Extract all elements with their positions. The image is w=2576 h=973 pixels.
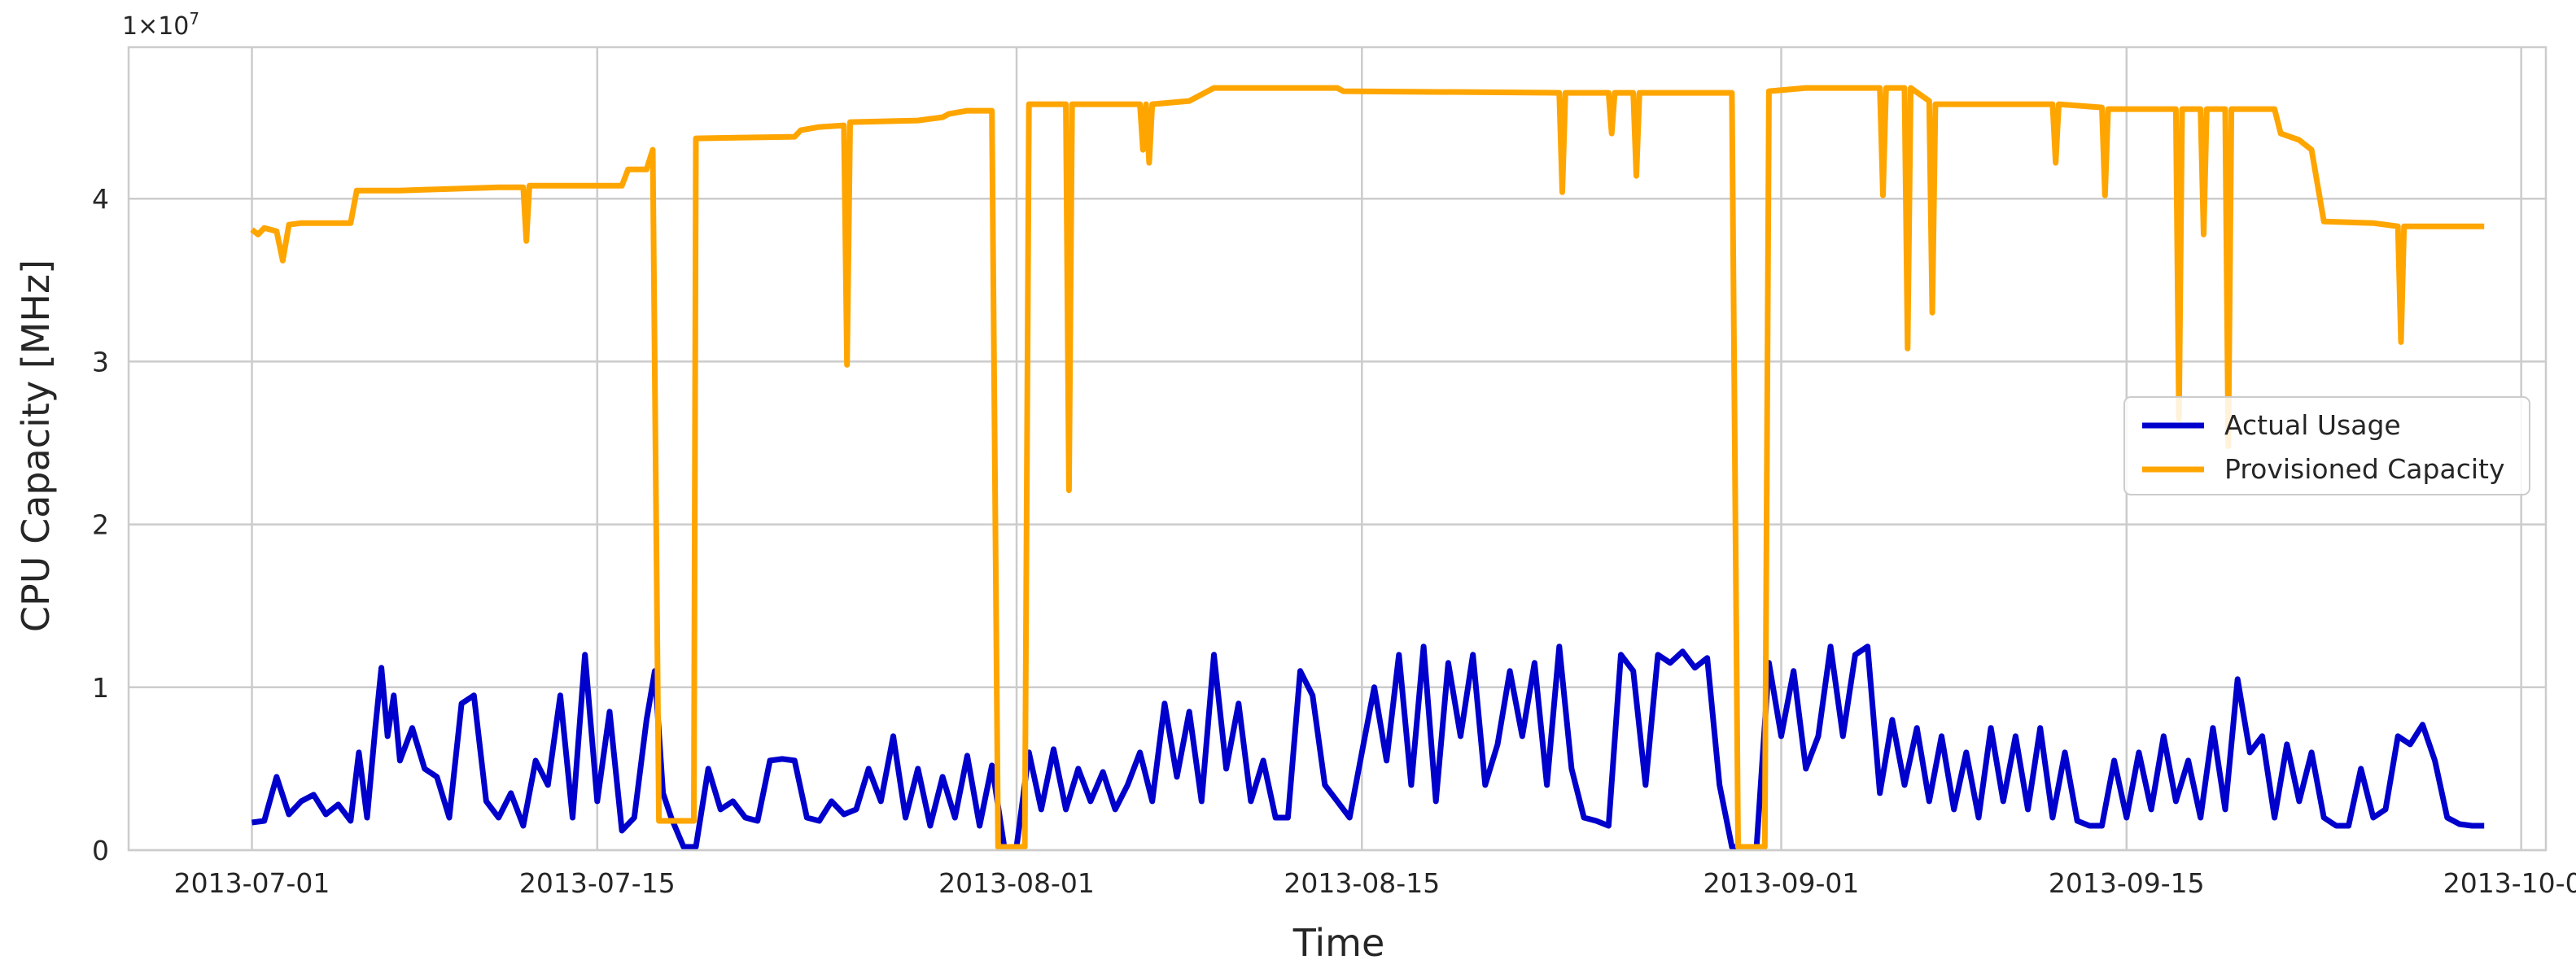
legend-box	[2123, 396, 2530, 495]
axes-frame	[127, 46, 2548, 852]
y-multiplier-label: 1×107	[122, 9, 199, 41]
legend-label-actual-usage: Actual Usage	[2224, 409, 2401, 441]
x-tick-label: 2013-10-01	[2443, 867, 2576, 899]
x-tick-label: 2013-09-01	[1703, 867, 1860, 899]
x-axis-title: Time	[1292, 921, 1385, 965]
plot-frame	[127, 46, 2548, 852]
x-tick-label: 2013-08-01	[938, 867, 1095, 899]
y-tick-label: 1	[92, 672, 109, 704]
x-tick-label: 2013-09-15	[2049, 867, 2205, 899]
series-lines	[250, 85, 2485, 850]
x-tick-label: 2013-07-15	[519, 867, 676, 899]
y-tick-label: 0	[92, 835, 109, 866]
x-tick-label: 2013-07-01	[174, 867, 330, 899]
x-tick-label: 2013-08-15	[1284, 867, 1440, 899]
tick-labels: 2013-07-01 2013-07-15 2013-08-01 2013-08-15…	[92, 183, 2576, 899]
legend-label-provisioned-capacity: Provisioned Capacity	[2224, 453, 2504, 485]
series-line-actual-usage	[251, 644, 2485, 850]
y-tick-label: 3	[92, 346, 109, 377]
legend: Actual Usage Provisioned Capacity	[2123, 396, 2530, 495]
series-line-provisioned-capacity	[250, 85, 2485, 850]
y-tick-label: 4	[92, 183, 109, 215]
y-tick-label: 2	[92, 509, 109, 541]
y-axis-title: CPU Capacity [MHz]	[14, 260, 58, 632]
